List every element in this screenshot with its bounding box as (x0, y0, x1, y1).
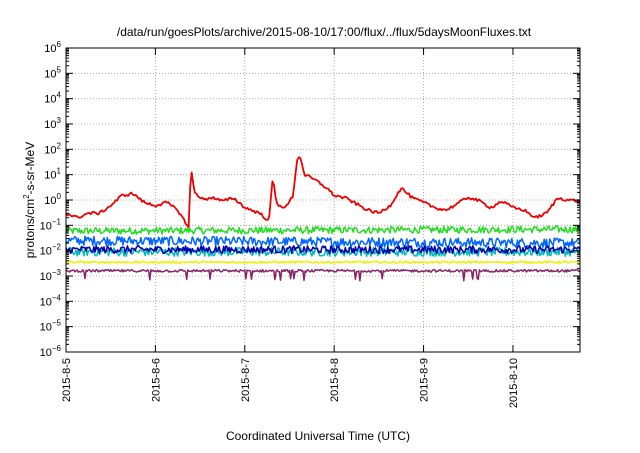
y-tick-label: 102 (44, 141, 61, 156)
series-line (65, 225, 581, 235)
x-tick-label: 2015-8-7 (240, 358, 252, 402)
y-tick-label: 105 (44, 65, 61, 80)
x-tick-label: 2015-8-10 (508, 358, 520, 408)
plot-series (65, 156, 581, 282)
y-tick-label: 101 (44, 167, 61, 182)
y-tick-label: 10−5 (40, 319, 62, 334)
x-tick-label: 2015-8-8 (329, 358, 341, 402)
y-tick-label: 10−2 (40, 243, 62, 258)
y-tick-label: 103 (44, 116, 61, 131)
series-line (65, 235, 581, 249)
tick-marks (65, 47, 580, 353)
y-tick-label: 104 (44, 91, 61, 106)
y-tick-label: 100 (44, 192, 61, 207)
y-tick-label: 10−4 (40, 293, 62, 308)
x-axis-label: Coordinated Universal Time (UTC) (226, 429, 410, 443)
series-line (65, 156, 581, 229)
series-line (65, 268, 581, 282)
series-line (65, 246, 581, 257)
x-tick-label: 2015-8-5 (61, 358, 73, 402)
chart-title: /data/run/goesPlots/archive/2015-08-10/1… (117, 25, 532, 39)
x-tick-label: 2015-8-9 (419, 358, 431, 402)
y-axis-label: protons/cm2-s-sr-MeV (22, 142, 37, 258)
y-tick-label: 10−6 (40, 344, 62, 359)
series-line (65, 260, 581, 264)
y-tick-labels: 10−6 10−5 10−4 10−3 10−2 10−1 100 101 102 103 104 1… (40, 40, 62, 359)
y-tick-label: 10−3 (40, 268, 62, 283)
series-line (65, 245, 581, 255)
y-tick-label: 10−1 (40, 217, 62, 232)
x-tick-labels: 2015-8-5 2015-8-6 2015-8-7 2015-8-8 2015-8-9… (61, 358, 520, 408)
x-tick-label: 2015-8-6 (150, 358, 162, 402)
y-tick-label: 106 (44, 40, 61, 55)
